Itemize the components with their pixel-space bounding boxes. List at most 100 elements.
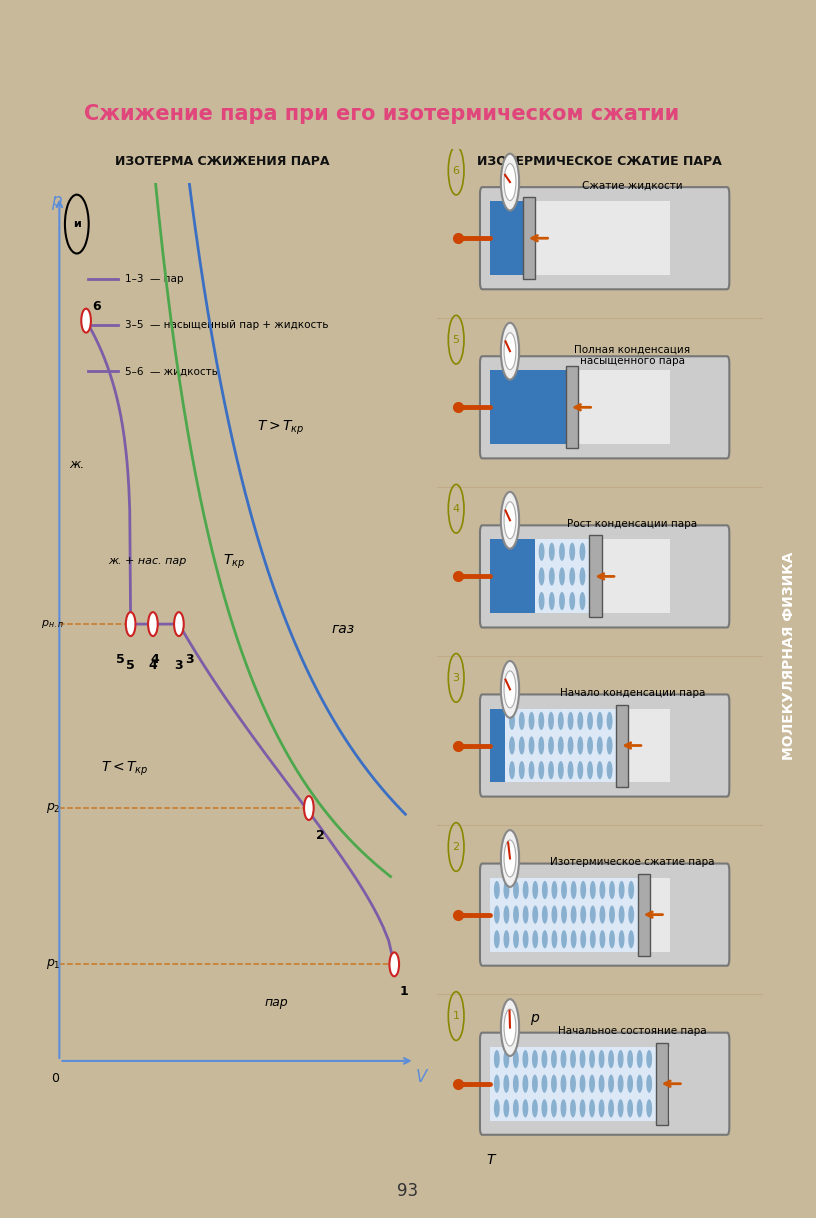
Circle shape bbox=[552, 881, 557, 899]
Bar bbox=[589, 536, 601, 618]
Circle shape bbox=[570, 905, 577, 923]
Bar bbox=[490, 709, 616, 782]
Circle shape bbox=[579, 592, 585, 610]
Text: Полная конденсация
насыщенного пара: Полная конденсация насыщенного пара bbox=[574, 345, 690, 365]
Text: 1: 1 bbox=[399, 985, 408, 999]
Text: $p_2$: $p_2$ bbox=[46, 801, 60, 815]
Circle shape bbox=[501, 492, 519, 548]
Text: Начальное состояние пара: Начальное состояние пара bbox=[558, 1027, 707, 1037]
Bar bbox=[490, 201, 523, 275]
Circle shape bbox=[579, 543, 585, 561]
Circle shape bbox=[519, 711, 525, 730]
Circle shape bbox=[513, 931, 519, 949]
Circle shape bbox=[539, 568, 544, 586]
Text: газ: газ bbox=[331, 622, 354, 636]
Circle shape bbox=[578, 737, 583, 755]
Circle shape bbox=[588, 761, 593, 780]
Circle shape bbox=[561, 905, 567, 923]
Circle shape bbox=[501, 661, 519, 717]
Text: $T > T_{кр}$: $T > T_{кр}$ bbox=[257, 419, 304, 437]
Circle shape bbox=[636, 1099, 642, 1117]
Text: Рост конденсации пара: Рост конденсации пара bbox=[567, 519, 698, 529]
Circle shape bbox=[628, 931, 634, 949]
Text: Начало конденсации пара: Начало конденсации пара bbox=[560, 688, 705, 698]
Circle shape bbox=[646, 1074, 652, 1093]
Circle shape bbox=[532, 881, 539, 899]
Circle shape bbox=[589, 1099, 595, 1117]
Circle shape bbox=[503, 905, 509, 923]
Circle shape bbox=[606, 761, 613, 780]
Circle shape bbox=[628, 881, 634, 899]
Circle shape bbox=[549, 543, 555, 561]
Circle shape bbox=[570, 931, 577, 949]
FancyBboxPatch shape bbox=[480, 356, 730, 458]
Text: $T < T_{кр}$: $T < T_{кр}$ bbox=[101, 759, 149, 777]
Circle shape bbox=[494, 1099, 499, 1117]
Bar bbox=[490, 878, 637, 951]
Circle shape bbox=[529, 761, 534, 780]
Circle shape bbox=[529, 711, 534, 730]
Circle shape bbox=[548, 711, 554, 730]
Circle shape bbox=[561, 931, 567, 949]
Circle shape bbox=[523, 905, 529, 923]
Circle shape bbox=[636, 1074, 642, 1093]
Circle shape bbox=[570, 1074, 576, 1093]
Circle shape bbox=[636, 1050, 642, 1068]
Text: ИЗОТЕРМИЧЕСКОЕ СЖАТИЕ ПАРА: ИЗОТЕРМИЧЕСКОЕ СЖАТИЕ ПАРА bbox=[477, 155, 722, 168]
Circle shape bbox=[542, 905, 548, 923]
Circle shape bbox=[590, 905, 596, 923]
Circle shape bbox=[513, 881, 519, 899]
Circle shape bbox=[606, 737, 613, 755]
Circle shape bbox=[589, 1074, 595, 1093]
Circle shape bbox=[551, 1050, 557, 1068]
Text: 4: 4 bbox=[453, 504, 459, 514]
Text: 4: 4 bbox=[150, 653, 159, 665]
Circle shape bbox=[589, 1050, 595, 1068]
Bar bbox=[668, 1046, 670, 1121]
Circle shape bbox=[628, 1099, 633, 1117]
Circle shape bbox=[503, 881, 509, 899]
Circle shape bbox=[596, 737, 603, 755]
Circle shape bbox=[539, 761, 544, 780]
Circle shape bbox=[549, 592, 555, 610]
Circle shape bbox=[600, 881, 605, 899]
Circle shape bbox=[501, 829, 519, 887]
Circle shape bbox=[174, 613, 184, 636]
Circle shape bbox=[608, 1074, 614, 1093]
Circle shape bbox=[551, 1074, 557, 1093]
Circle shape bbox=[522, 1099, 528, 1117]
Circle shape bbox=[503, 1099, 509, 1117]
Circle shape bbox=[501, 153, 519, 211]
Circle shape bbox=[126, 613, 135, 636]
Circle shape bbox=[551, 1099, 557, 1117]
Text: МОЛЕКУЛЯРНАЯ ФИЗИКА: МОЛЕКУЛЯРНАЯ ФИЗИКА bbox=[783, 552, 796, 760]
FancyBboxPatch shape bbox=[480, 188, 730, 290]
Circle shape bbox=[568, 737, 574, 755]
Bar bbox=[490, 370, 565, 445]
Circle shape bbox=[503, 931, 509, 949]
Circle shape bbox=[561, 1099, 566, 1117]
Circle shape bbox=[542, 1074, 548, 1093]
Circle shape bbox=[523, 881, 529, 899]
Circle shape bbox=[646, 1050, 652, 1068]
Circle shape bbox=[596, 711, 603, 730]
Text: 5: 5 bbox=[126, 659, 135, 672]
FancyBboxPatch shape bbox=[480, 864, 730, 966]
Circle shape bbox=[558, 761, 564, 780]
Circle shape bbox=[504, 1009, 516, 1046]
Text: $p_1$: $p_1$ bbox=[46, 957, 60, 971]
Circle shape bbox=[600, 931, 605, 949]
Bar bbox=[601, 540, 670, 614]
Circle shape bbox=[513, 905, 519, 923]
Text: 1–3  — пар: 1–3 — пар bbox=[125, 274, 184, 284]
Circle shape bbox=[578, 711, 583, 730]
Circle shape bbox=[570, 881, 577, 899]
Circle shape bbox=[606, 711, 613, 730]
Circle shape bbox=[504, 333, 516, 369]
Circle shape bbox=[504, 671, 516, 708]
Text: Изотермическое сжатие пара: Изотермическое сжатие пара bbox=[550, 857, 715, 867]
Bar bbox=[523, 197, 535, 279]
FancyBboxPatch shape bbox=[480, 1033, 730, 1135]
Text: 6: 6 bbox=[453, 166, 459, 175]
Circle shape bbox=[549, 568, 555, 586]
